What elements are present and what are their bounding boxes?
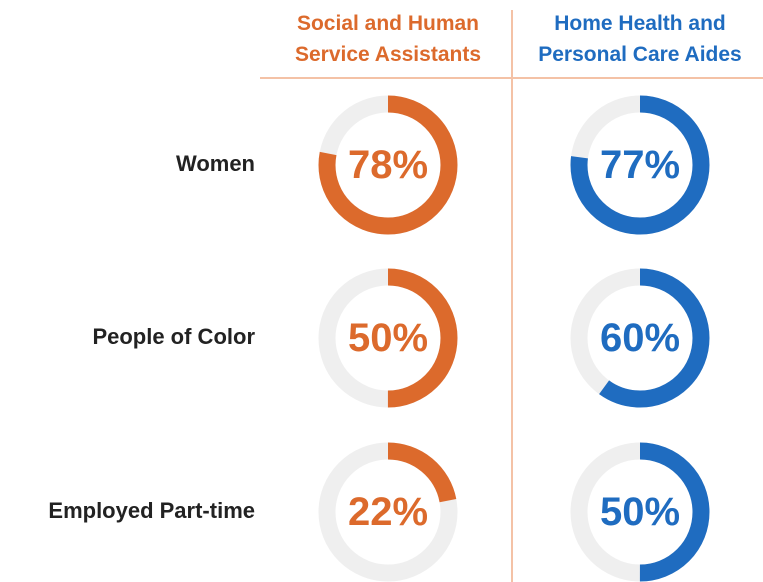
value-label: 22%	[348, 490, 428, 534]
column-header: Social and Human Service Assistants	[295, 12, 481, 66]
value-label: 78%	[348, 143, 428, 187]
donut-arc	[318, 95, 458, 235]
donut-arc	[318, 268, 458, 408]
value-label: 50%	[600, 490, 680, 534]
row-label: Employed Part-time	[48, 498, 255, 523]
donut-arc	[570, 442, 710, 582]
row-label: People of Color	[92, 324, 255, 349]
value-label: 77%	[600, 143, 680, 187]
donut-arc	[318, 442, 458, 582]
value-label: 50%	[348, 316, 428, 360]
column-header: Home Health and Personal Care Aides	[538, 12, 742, 66]
value-label: 60%	[600, 316, 680, 360]
donut-arc	[570, 268, 710, 408]
donut-arc	[570, 95, 710, 235]
row-label: Women	[176, 151, 255, 176]
